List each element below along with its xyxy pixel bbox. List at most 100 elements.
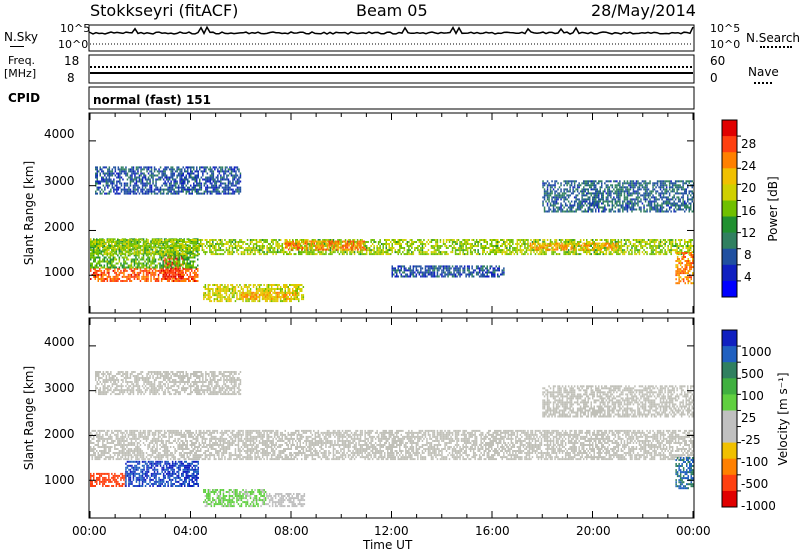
heatmap-cell [191,178,193,181]
heatmap-cell [349,246,352,249]
heatmap-cell [235,190,237,193]
heatmap-cell [127,247,130,249]
heatmap-cell [192,262,194,265]
heatmap-cell [206,241,208,243]
heatmap-cell [321,240,323,243]
heatmap-cell [313,253,315,256]
heatmap-cell [194,190,196,193]
heatmap-cell [379,251,381,254]
heatmap-cell [147,246,149,249]
heatmap-cell [405,243,407,245]
heatmap-cell [107,178,109,181]
heatmap-cell [270,247,273,249]
heatmap-cell [150,246,152,249]
heatmap-cell [90,246,92,249]
heatmap-cell [567,251,570,254]
heatmap-cell [220,192,222,195]
heatmap-cell [168,273,171,276]
heatmap-cell [147,190,150,193]
heatmap-cell [224,184,227,187]
heatmap-cell [228,251,231,254]
heatmap-cell [122,168,124,171]
heatmap-cell [328,242,331,245]
heatmap-cell [153,273,155,276]
heatmap-cell [438,245,440,247]
heatmap-cell [217,188,219,191]
heatmap-cell [682,245,684,247]
heatmap-cell [690,245,692,247]
heatmap-cell [108,184,111,187]
heatmap-cell [232,170,234,173]
heatmap-cell [187,186,189,189]
heatmap-cell [263,296,265,299]
heatmap-cell [138,166,141,169]
heatmap-cell [661,249,663,252]
heatmap-cell [167,263,169,266]
heatmap-cell [451,251,454,254]
heatmap-cell [107,174,109,177]
heatmap-cell [238,188,240,191]
heatmap-cell [295,248,297,251]
heatmap-cell [155,192,157,195]
heatmap-cell [225,292,228,295]
heatmap-cell [183,241,185,243]
heatmap-cell [127,264,130,267]
heatmap-cell [182,254,184,257]
heatmap-cell [668,249,671,252]
heatmap-cell [548,182,550,185]
heatmap-cell [275,291,277,294]
heatmap-cell [279,297,282,300]
heatmap-cell [127,273,130,276]
heatmap-cell [656,245,659,247]
heatmap-cell [182,269,184,272]
heatmap-cell [680,245,683,247]
heatmap-cell [674,243,677,245]
heatmap-cell [513,247,516,249]
heatmap-cell [377,249,380,252]
heatmap-cell [206,184,209,187]
heatmap-cell [229,172,231,175]
heatmap-cell [456,243,458,245]
heatmap-cell [93,243,95,245]
heatmap-cell [209,239,211,241]
heatmap-cell [423,239,425,241]
heatmap-cell [260,293,262,296]
heatmap-cell [174,267,177,270]
heatmap-cell [189,273,191,276]
heatmap-cell [245,247,247,249]
heatmap-cell [138,256,140,259]
heatmap-cell [171,188,174,191]
heatmap-cell [99,182,101,185]
heatmap-cell [139,247,142,249]
heatmap-cell [219,241,222,243]
heatmap-cell [192,252,194,255]
heatmap-cell [192,241,194,243]
heatmap-cell [212,172,215,175]
heatmap-cell [91,251,93,254]
heatmap-cell [507,239,510,241]
heatmap-cell [109,266,112,269]
heatmap-cell [162,168,165,171]
heatmap-cell [292,284,294,286]
heatmap-cell [117,273,119,276]
heatmap-cell [235,170,237,173]
heatmap-cell [614,239,617,241]
heatmap-cell [353,253,356,256]
heatmap-cell [235,172,237,175]
heatmap-cell [233,174,236,177]
heatmap-cell [132,188,135,191]
heatmap-cell [344,239,347,241]
heatmap-cell [121,264,124,267]
heatmap-cell [588,244,590,247]
heatmap-cell [515,243,517,245]
heatmap-cell [447,247,449,249]
heatmap-cell [238,192,240,195]
heatmap-cell [245,284,247,286]
heatmap-cell [301,284,303,286]
heatmap-cell [534,244,536,247]
heatmap-cell [233,170,236,173]
heatmap-cell [297,244,299,247]
heatmap-cell [227,178,230,181]
heatmap-cell [157,253,160,256]
heatmap-cell [379,253,381,256]
